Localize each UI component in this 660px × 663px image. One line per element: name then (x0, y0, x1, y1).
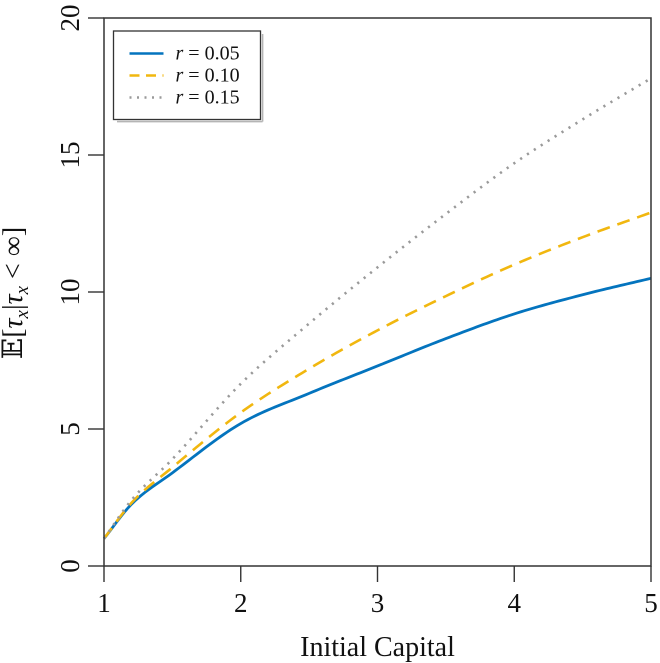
legend: r = 0.05r = 0.10r = 0.15 (112, 30, 264, 123)
legend-item: r = 0.10 (129, 65, 240, 87)
y-tick-label: 15 (55, 142, 85, 169)
curve-series-2 (102, 77, 652, 540)
x-tick-label: 2 (234, 588, 248, 618)
legend-label: r = 0.05 (176, 43, 240, 65)
x-axis-title: Initial Capital (300, 632, 455, 663)
curves-layer (102, 77, 652, 540)
y-tick-label: 20 (55, 5, 85, 32)
x-tick-label: 1 (97, 588, 111, 618)
y-axis-title: 𝔼[τx|τx < ∞] (0, 227, 33, 359)
x-tick-label: 5 (644, 588, 658, 618)
legend-label: r = 0.15 (176, 87, 240, 109)
curve-series-0 (102, 276, 652, 540)
legend-item: r = 0.15 (129, 87, 240, 109)
curve-series-1 (102, 211, 652, 540)
axes-layer: 1 2 3 4 5 0 5 10 15 20 (55, 5, 658, 619)
x-tick-label: 4 (508, 588, 522, 618)
legend-label: r = 0.10 (176, 65, 240, 87)
y-tick-label: 5 (55, 422, 85, 436)
x-tick-label: 3 (371, 588, 385, 618)
legend-item: r = 0.05 (129, 43, 240, 65)
y-tick-label: 0 (55, 559, 85, 573)
y-tick-label: 10 (55, 279, 85, 306)
